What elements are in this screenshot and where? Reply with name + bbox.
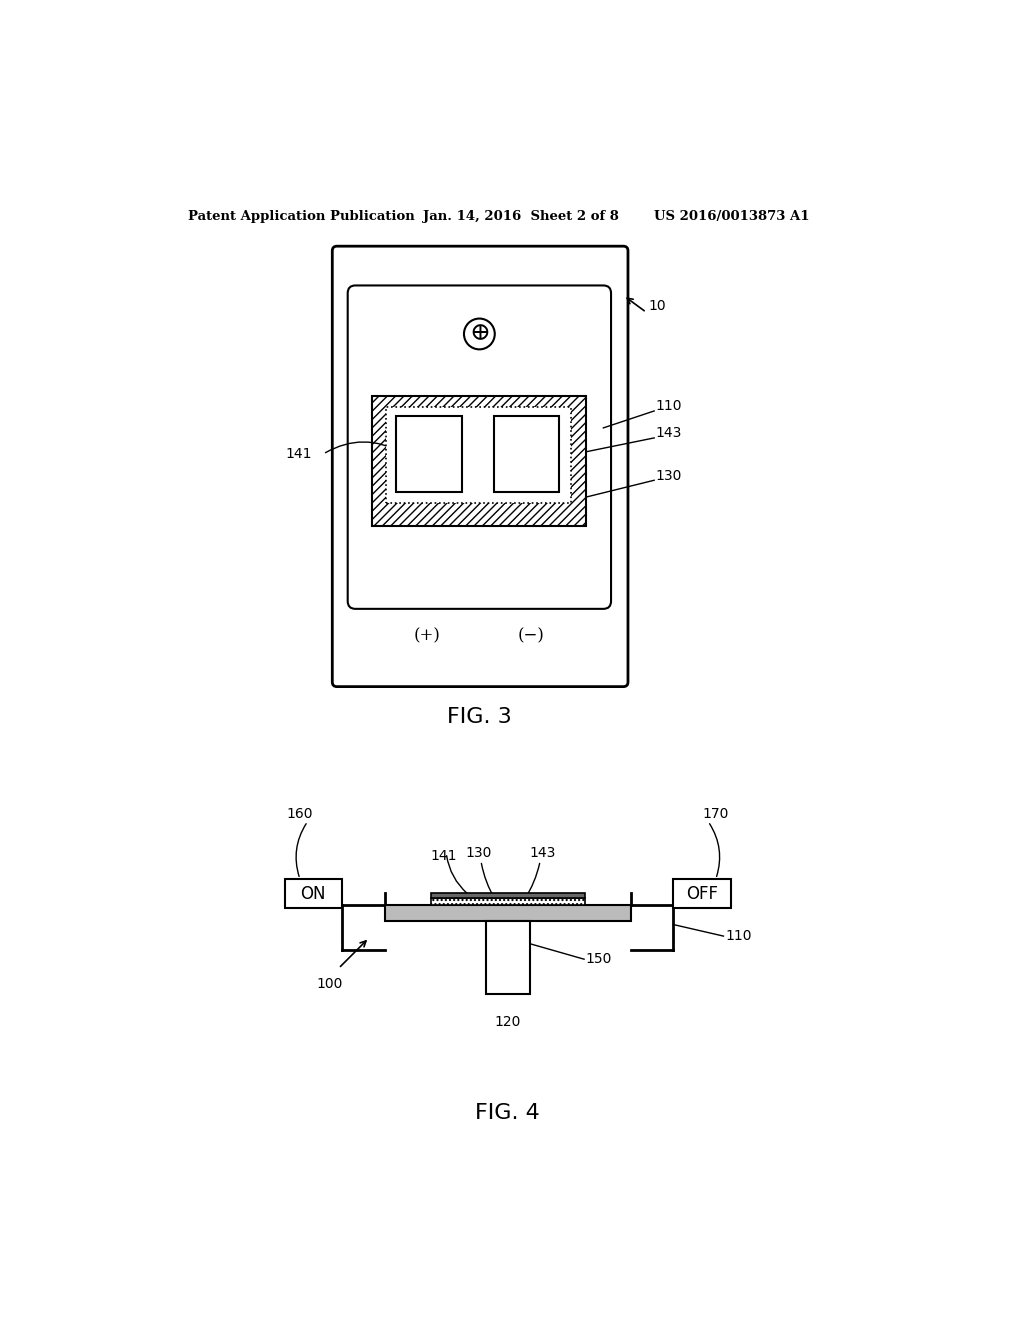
- Text: 100: 100: [316, 977, 342, 991]
- Text: (−): (−): [517, 627, 545, 644]
- Bar: [494, 416, 559, 492]
- Bar: [386, 407, 571, 503]
- Bar: [485, 921, 530, 994]
- Bar: [285, 879, 342, 908]
- Text: FIG. 3: FIG. 3: [447, 708, 512, 727]
- Text: 141: 141: [431, 849, 457, 863]
- Circle shape: [464, 318, 495, 350]
- Text: ⊕: ⊕: [469, 322, 489, 346]
- FancyBboxPatch shape: [348, 285, 611, 609]
- Text: OFF: OFF: [686, 884, 718, 903]
- Text: 10: 10: [648, 300, 666, 313]
- FancyBboxPatch shape: [333, 246, 628, 686]
- Text: 150: 150: [586, 952, 612, 966]
- Bar: [431, 892, 585, 898]
- Text: Jan. 14, 2016  Sheet 2 of 8: Jan. 14, 2016 Sheet 2 of 8: [423, 210, 620, 223]
- Text: 110: 110: [655, 400, 682, 413]
- Text: 170: 170: [702, 807, 729, 821]
- Text: (+): (+): [414, 627, 440, 644]
- Text: 110: 110: [725, 929, 752, 942]
- Text: US 2016/0013873 A1: US 2016/0013873 A1: [654, 210, 810, 223]
- Bar: [396, 416, 462, 492]
- Text: 130: 130: [466, 846, 492, 859]
- Text: 160: 160: [287, 807, 313, 821]
- Text: 130: 130: [655, 469, 682, 483]
- Bar: [431, 898, 585, 906]
- Text: 120: 120: [495, 1015, 521, 1030]
- Text: FIG. 4: FIG. 4: [475, 1104, 541, 1123]
- Bar: [674, 879, 731, 908]
- Text: 141: 141: [285, 447, 311, 461]
- Text: 143: 143: [529, 846, 556, 859]
- Text: ON: ON: [300, 884, 326, 903]
- Bar: [372, 396, 586, 527]
- Bar: [385, 906, 631, 921]
- Text: Patent Application Publication: Patent Application Publication: [188, 210, 415, 223]
- Text: 143: 143: [655, 426, 682, 441]
